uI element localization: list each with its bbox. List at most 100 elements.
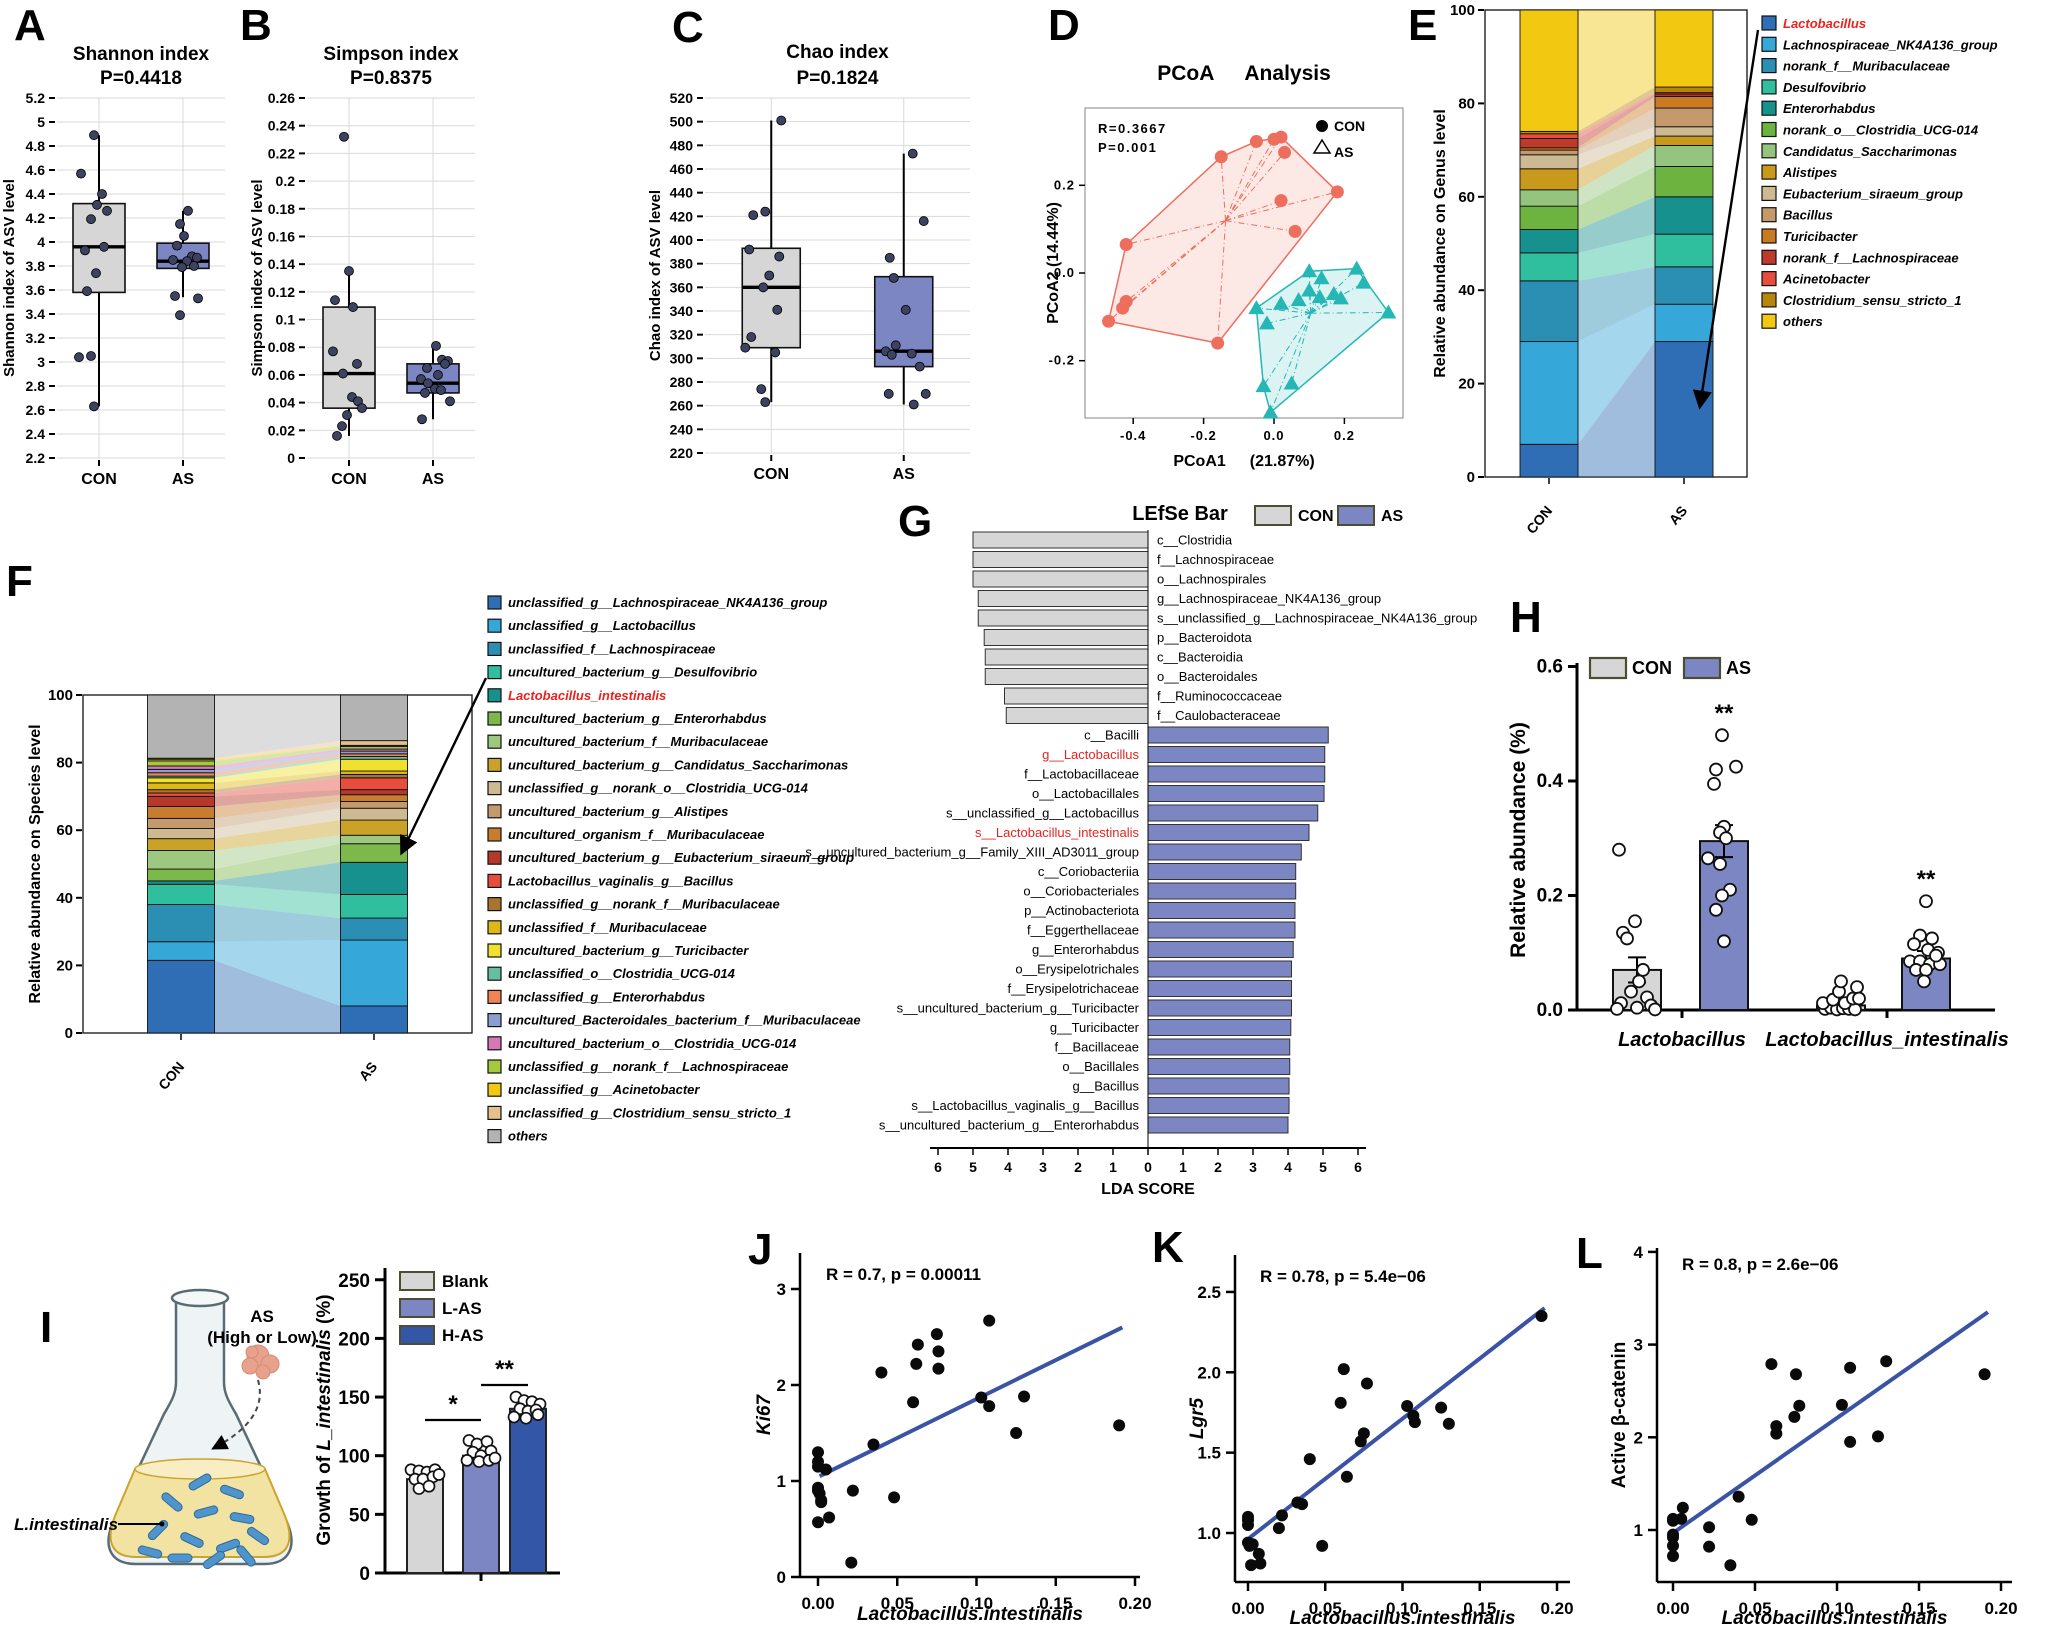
svg-text:3: 3 [1634, 1336, 1643, 1355]
svg-text:-0.4: -0.4 [1120, 428, 1146, 443]
panel-label-h: H [1510, 593, 1542, 642]
svg-text:500: 500 [670, 114, 694, 130]
svg-text:20: 20 [1458, 376, 1475, 393]
svg-text:3: 3 [37, 354, 45, 370]
panel-G-chart: LEfSe Bar CON AS c__Clostridia f__Lachnospir… [805, 503, 1477, 1198]
svg-text:unclassified_o__Clostridia_UCG: unclassified_o__Clostridia_UCG-014 [508, 966, 736, 981]
svg-text:CON: CON [331, 471, 367, 488]
svg-text:s__Lactobacillus_vaginalis_g__: s__Lactobacillus_vaginalis_g__Bacillus [911, 1098, 1139, 1113]
svg-text:Chao index of ASV level: Chao index of ASV level [647, 190, 664, 361]
svg-text:0.0: 0.0 [1263, 428, 1284, 443]
svg-text:o__Lactobacillales: o__Lactobacillales [1032, 786, 1139, 801]
svg-text:unclassified_g__Clostridium_se: unclassified_g__Clostridium_sensu_strict… [508, 1105, 791, 1120]
panel-A-chart: Shannon index P=0.4418 Shannon index of AS… [1, 44, 225, 488]
svg-text:LEfSe Bar: LEfSe Bar [1132, 503, 1228, 525]
svg-text:2: 2 [1074, 1159, 1082, 1175]
svg-text:5.2: 5.2 [26, 90, 46, 106]
svg-text:3.2: 3.2 [26, 330, 46, 346]
svg-text:300: 300 [670, 350, 694, 366]
svg-text:4: 4 [1284, 1159, 1292, 1175]
svg-text:AS: AS [356, 1059, 381, 1084]
bacterium-icon [215, 1538, 241, 1554]
svg-text:0.4: 0.4 [1537, 771, 1564, 792]
svg-text:Lactobacillus.intestinalis: Lactobacillus.intestinalis [1290, 1608, 1516, 1629]
svg-text:5: 5 [969, 1159, 977, 1175]
svg-text:0.20: 0.20 [1540, 1599, 1573, 1618]
svg-text:440: 440 [670, 185, 694, 201]
panel-label-b: B [240, 1, 272, 50]
svg-text:Acinetobacter: Acinetobacter [1782, 272, 1871, 287]
panel-label-g: G [898, 497, 933, 546]
svg-text:P=0.001: P=0.001 [1098, 140, 1157, 155]
svg-text:3.6: 3.6 [26, 282, 46, 298]
svg-text:0.2: 0.2 [1054, 177, 1075, 192]
svg-text:Lactobacillus: Lactobacillus [1618, 1029, 1746, 1051]
svg-text:200: 200 [338, 1329, 370, 1350]
panel-label-d: D [1048, 1, 1080, 50]
svg-text:2: 2 [1214, 1159, 1222, 1175]
svg-text:520: 520 [670, 90, 694, 106]
svg-text:0.00: 0.00 [1231, 1599, 1264, 1618]
svg-text:R = 0.7, p = 0.00011: R = 0.7, p = 0.00011 [826, 1265, 981, 1284]
svg-text:320: 320 [670, 327, 694, 343]
svg-text:3.8: 3.8 [26, 258, 46, 274]
svg-text:others: others [1783, 314, 1823, 329]
svg-text:0.15: 0.15 [1039, 1594, 1072, 1613]
svg-text:c__Bacteroidia: c__Bacteroidia [1157, 650, 1244, 665]
svg-text:LDA SCORE: LDA SCORE [1101, 1181, 1195, 1198]
svg-text:Turicibacter: Turicibacter [1783, 229, 1858, 244]
svg-text:0.10: 0.10 [1386, 1599, 1419, 1618]
svg-text:20: 20 [56, 957, 73, 974]
svg-text:R = 0.8, p = 2.6e−06: R = 0.8, p = 2.6e−06 [1682, 1255, 1838, 1274]
svg-text:AS: AS [172, 471, 195, 488]
svg-text:0.2: 0.2 [1334, 428, 1355, 443]
svg-text:460: 460 [670, 161, 694, 177]
svg-text:0.18: 0.18 [268, 201, 295, 217]
svg-text:Shannon index: Shannon index [73, 44, 210, 65]
svg-text:2: 2 [777, 1376, 786, 1395]
svg-text:280: 280 [670, 374, 694, 390]
svg-text:p__Actinobacteriota: p__Actinobacteriota [1024, 903, 1140, 918]
svg-text:Relative abundance on Genus le: Relative abundance on Genus level [1432, 109, 1449, 378]
svg-text:unclassified_g__norank_f__Muri: unclassified_g__norank_f__Muribaculaceae [508, 897, 780, 912]
svg-text:unclassified_g__Lachnospiracea: unclassified_g__Lachnospiraceae_NK4A136_… [508, 595, 827, 610]
svg-text:o__Coriobacteriales: o__Coriobacteriales [1023, 884, 1139, 899]
bacterium-icon [137, 1545, 163, 1559]
panel-label-i: I [40, 1303, 53, 1352]
svg-text:AS: AS [1726, 658, 1751, 678]
svg-text:unclassified_g__Lactobacillus: unclassified_g__Lactobacillus [508, 618, 696, 633]
svg-text:uncultured_Bacteroidales_bacte: uncultured_Bacteroidales_bacterium_f__Mu… [508, 1013, 861, 1028]
svg-text:0: 0 [287, 450, 295, 466]
panel-F-chart: 0 20 40 60 80 100 Relative abundance on Specie… [27, 595, 861, 1144]
svg-text:f__Ruminococcaceae: f__Ruminococcaceae [1157, 689, 1282, 704]
bacterium-icon [193, 1505, 219, 1519]
svg-text:3: 3 [777, 1280, 786, 1299]
svg-text:2.8: 2.8 [26, 378, 46, 394]
svg-text:Bacillus: Bacillus [1783, 208, 1833, 223]
svg-text:0: 0 [65, 1025, 73, 1042]
panel-label-a: A [14, 1, 46, 50]
svg-text:o__Bacteroidales: o__Bacteroidales [1157, 669, 1258, 684]
svg-text:s__uncultured_bacterium_g__Ent: s__uncultured_bacterium_g__Enterorhabdus [879, 1118, 1140, 1133]
svg-text:4.2: 4.2 [26, 210, 46, 226]
bacterium-icon [229, 1512, 255, 1524]
svg-text:g__Lactobacillus: g__Lactobacillus [1042, 747, 1139, 762]
svg-text:Active β-catenin: Active β-catenin [1609, 1342, 1630, 1489]
svg-text:Shannon index of ASV level: Shannon index of ASV level [1, 179, 18, 377]
svg-text:50: 50 [349, 1505, 370, 1526]
svg-text:Enterorhabdus: Enterorhabdus [1783, 101, 1875, 116]
svg-text:Lactobacillus.intestinalis: Lactobacillus.intestinalis [1722, 1608, 1948, 1629]
svg-text:0.15: 0.15 [1902, 1599, 1935, 1618]
svg-text:Growth of L_intestinalis (%): Growth of L_intestinalis (%) [314, 1294, 335, 1545]
svg-text:1: 1 [1634, 1521, 1643, 1540]
svg-text:0.04: 0.04 [268, 395, 295, 411]
svg-text:100: 100 [1450, 2, 1475, 19]
panel-L-chart: 1 2 3 4 0.00 0.05 0.10 0.15 0.20 R = 0.8, p = 2.6… [1609, 1243, 2018, 1629]
svg-text:uncultured_bacterium_o__Clostr: uncultured_bacterium_o__Clostridia_UCG-0… [508, 1036, 797, 1051]
svg-text:60: 60 [56, 822, 73, 839]
svg-text:0.20: 0.20 [1984, 1599, 2017, 1618]
svg-text:f__Erysipelotrichaceae: f__Erysipelotrichaceae [1007, 981, 1139, 996]
svg-text:**: ** [1715, 700, 1734, 727]
svg-text:0.1: 0.1 [276, 312, 296, 328]
